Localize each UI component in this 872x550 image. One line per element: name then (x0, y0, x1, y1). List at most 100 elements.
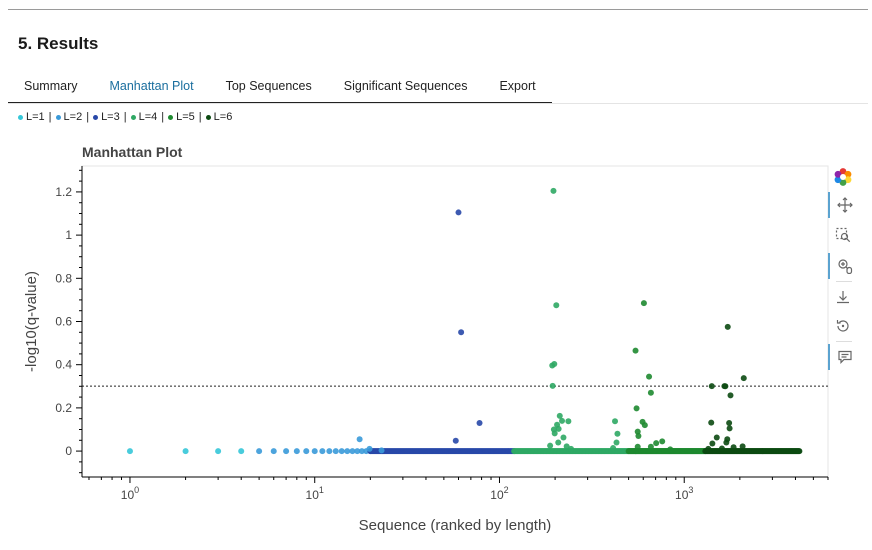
plot-title: Manhattan Plot (82, 144, 183, 160)
data-point (653, 440, 660, 447)
save-icon[interactable] (828, 284, 858, 310)
baseline-point (182, 448, 189, 455)
legend-item: L=4 (130, 111, 158, 123)
y-axis-label: -log10(q-value) (23, 271, 40, 372)
data-point (550, 187, 557, 194)
data-point (366, 445, 373, 452)
toolbar-divider (836, 281, 852, 282)
data-point (667, 446, 674, 453)
data-point (640, 300, 647, 307)
data-point (553, 302, 560, 309)
data-point (378, 447, 385, 454)
baseline-point (303, 448, 310, 455)
legend-separator: | (48, 111, 52, 123)
data-point (709, 440, 716, 447)
legend-label: L=3 (101, 111, 120, 123)
x-tick-label: 103 (675, 485, 693, 502)
y-tick-label: 0.4 (55, 358, 72, 372)
y-tick-label: 1 (65, 228, 72, 242)
data-point (730, 444, 737, 451)
data-point (726, 425, 733, 432)
pan-icon[interactable] (828, 192, 860, 218)
legend-swatch (130, 114, 136, 120)
baseline-point (126, 448, 133, 455)
plot-area (81, 165, 829, 478)
baseline-point (358, 448, 365, 455)
box-zoom-icon[interactable] (828, 222, 858, 248)
data-point (356, 436, 363, 443)
legend-label: L=2 (63, 111, 83, 123)
legend-swatch (205, 114, 211, 120)
legend-separator: | (198, 111, 202, 123)
legend-item: L=2 (55, 111, 83, 123)
tabs-divider (8, 103, 868, 104)
data-point (613, 439, 620, 446)
data-point (705, 445, 712, 452)
data-point (646, 373, 653, 380)
x-axis-label: Sequence (ranked by length) (359, 517, 552, 534)
legend-swatch (93, 114, 99, 120)
data-point (452, 437, 459, 444)
data-point (726, 420, 733, 427)
data-point (551, 361, 558, 368)
data-point (634, 443, 641, 450)
y-tick-label: 0 (65, 444, 72, 458)
baseline-point (326, 448, 333, 455)
y-tick-label: 0.2 (55, 401, 72, 415)
data-point (641, 422, 648, 429)
baseline-point (349, 448, 356, 455)
legend-swatch (168, 114, 174, 120)
section-title: 5. Results (18, 34, 99, 53)
y-tick-label: 0.8 (55, 271, 72, 285)
data-point (659, 438, 666, 445)
legend-label: L=1 (26, 111, 45, 123)
tab-manhattan-plot[interactable]: Manhattan Plot (93, 72, 210, 103)
data-point (458, 329, 465, 336)
length-legend: L=1 | L=2 | L=3 | L=4 | L=5 | L=6 (18, 111, 232, 123)
data-point (549, 382, 556, 389)
hover-icon[interactable] (828, 344, 860, 370)
y-tick-label: 0.6 (55, 315, 72, 329)
data-point (568, 445, 575, 452)
data-point (614, 430, 621, 437)
legend-swatch (18, 114, 23, 120)
legend-separator: | (86, 111, 90, 123)
data-point (727, 392, 734, 399)
baseline-point (293, 448, 300, 455)
y-tick-label: 1.2 (55, 185, 72, 199)
tab-top-sequences[interactable]: Top Sequences (209, 72, 328, 103)
data-point (708, 383, 715, 390)
data-point (476, 420, 483, 427)
toolbar-divider (836, 341, 852, 342)
data-point (647, 389, 654, 396)
baseline-point (796, 448, 803, 455)
baseline-point (283, 448, 290, 455)
baseline-point (270, 448, 277, 455)
baseline-point (319, 448, 326, 455)
legend-label: L=4 (138, 111, 158, 123)
data-point (547, 442, 554, 449)
data-point (739, 443, 746, 450)
data-point (555, 439, 562, 446)
tab-significant-sequences[interactable]: Significant Sequences (327, 72, 484, 103)
legend-item: L=5 (168, 111, 195, 123)
tab-summary[interactable]: Summary (8, 72, 94, 103)
data-point (551, 430, 558, 437)
data-point (563, 443, 570, 450)
tab-export[interactable]: Export (483, 72, 552, 103)
legend-item: L=6 (205, 111, 232, 123)
data-point (722, 383, 729, 390)
data-point (556, 412, 563, 419)
x-tick-label: 100 (121, 485, 139, 502)
data-point (610, 445, 617, 452)
baseline-point (311, 448, 318, 455)
legend-separator: | (161, 111, 165, 123)
data-point (635, 432, 642, 439)
data-point (718, 445, 725, 452)
wheel-zoom-icon[interactable] (828, 253, 860, 279)
baseline-point (256, 448, 263, 455)
reset-icon[interactable] (828, 313, 858, 339)
bokeh-logo-icon[interactable] (828, 164, 858, 190)
baseline-point (332, 448, 339, 455)
